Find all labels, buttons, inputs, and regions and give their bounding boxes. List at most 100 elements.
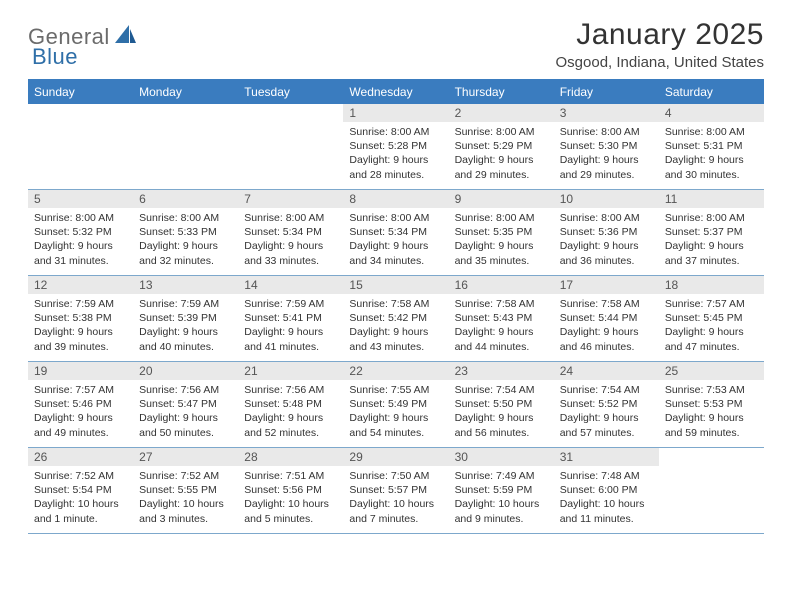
day-info: Sunrise: 7:51 AMSunset: 5:56 PMDaylight:… — [238, 466, 343, 530]
day-info: Sunrise: 7:55 AMSunset: 5:49 PMDaylight:… — [343, 380, 448, 444]
weekday-header: Tuesday — [238, 80, 343, 104]
calendar-day: 9Sunrise: 8:00 AMSunset: 5:35 PMDaylight… — [449, 190, 554, 276]
calendar-day: 15Sunrise: 7:58 AMSunset: 5:42 PMDayligh… — [343, 276, 448, 362]
calendar-day: 8Sunrise: 8:00 AMSunset: 5:34 PMDaylight… — [343, 190, 448, 276]
day-number: 20 — [133, 362, 238, 380]
calendar-day: 10Sunrise: 8:00 AMSunset: 5:36 PMDayligh… — [554, 190, 659, 276]
day-number: 10 — [554, 190, 659, 208]
day-number: 29 — [343, 448, 448, 466]
weekday-header: Friday — [554, 80, 659, 104]
day-info: Sunrise: 8:00 AMSunset: 5:29 PMDaylight:… — [449, 122, 554, 186]
day-number: 26 — [28, 448, 133, 466]
day-number: 11 — [659, 190, 764, 208]
calendar-empty — [238, 104, 343, 190]
calendar-day: 23Sunrise: 7:54 AMSunset: 5:50 PMDayligh… — [449, 362, 554, 448]
calendar-day: 14Sunrise: 7:59 AMSunset: 5:41 PMDayligh… — [238, 276, 343, 362]
calendar-day: 3Sunrise: 8:00 AMSunset: 5:30 PMDaylight… — [554, 104, 659, 190]
calendar-day: 26Sunrise: 7:52 AMSunset: 5:54 PMDayligh… — [28, 448, 133, 534]
calendar-body: 1Sunrise: 8:00 AMSunset: 5:28 PMDaylight… — [28, 104, 764, 534]
day-number: 21 — [238, 362, 343, 380]
location: Osgood, Indiana, United States — [556, 54, 764, 71]
month-title: January 2025 — [556, 18, 764, 52]
day-number: 23 — [449, 362, 554, 380]
calendar-day: 19Sunrise: 7:57 AMSunset: 5:46 PMDayligh… — [28, 362, 133, 448]
day-info: Sunrise: 7:57 AMSunset: 5:46 PMDaylight:… — [28, 380, 133, 444]
calendar-day: 20Sunrise: 7:56 AMSunset: 5:47 PMDayligh… — [133, 362, 238, 448]
logo-sail-icon — [115, 25, 137, 50]
day-number: 19 — [28, 362, 133, 380]
day-info: Sunrise: 7:59 AMSunset: 5:38 PMDaylight:… — [28, 294, 133, 358]
calendar-day: 22Sunrise: 7:55 AMSunset: 5:49 PMDayligh… — [343, 362, 448, 448]
day-info: Sunrise: 8:00 AMSunset: 5:34 PMDaylight:… — [343, 208, 448, 272]
day-info: Sunrise: 7:59 AMSunset: 5:39 PMDaylight:… — [133, 294, 238, 358]
calendar-day: 25Sunrise: 7:53 AMSunset: 5:53 PMDayligh… — [659, 362, 764, 448]
day-info: Sunrise: 7:58 AMSunset: 5:42 PMDaylight:… — [343, 294, 448, 358]
calendar-day: 17Sunrise: 7:58 AMSunset: 5:44 PMDayligh… — [554, 276, 659, 362]
calendar-empty — [659, 448, 764, 534]
day-number: 1 — [343, 104, 448, 122]
day-number: 5 — [28, 190, 133, 208]
day-info: Sunrise: 7:54 AMSunset: 5:50 PMDaylight:… — [449, 380, 554, 444]
calendar-empty — [133, 104, 238, 190]
day-number: 13 — [133, 276, 238, 294]
day-info: Sunrise: 7:54 AMSunset: 5:52 PMDaylight:… — [554, 380, 659, 444]
day-number: 25 — [659, 362, 764, 380]
calendar-day: 13Sunrise: 7:59 AMSunset: 5:39 PMDayligh… — [133, 276, 238, 362]
day-number: 9 — [449, 190, 554, 208]
logo-text-blue-wrap: Blue — [32, 44, 78, 70]
header: General January 2025 Osgood, Indiana, Un… — [28, 18, 764, 71]
day-info: Sunrise: 8:00 AMSunset: 5:32 PMDaylight:… — [28, 208, 133, 272]
day-info: Sunrise: 7:53 AMSunset: 5:53 PMDaylight:… — [659, 380, 764, 444]
day-info: Sunrise: 7:59 AMSunset: 5:41 PMDaylight:… — [238, 294, 343, 358]
day-info: Sunrise: 7:48 AMSunset: 6:00 PMDaylight:… — [554, 466, 659, 530]
day-number: 16 — [449, 276, 554, 294]
calendar-day: 29Sunrise: 7:50 AMSunset: 5:57 PMDayligh… — [343, 448, 448, 534]
day-number: 15 — [343, 276, 448, 294]
day-info: Sunrise: 8:00 AMSunset: 5:34 PMDaylight:… — [238, 208, 343, 272]
calendar-row: 12Sunrise: 7:59 AMSunset: 5:38 PMDayligh… — [28, 276, 764, 362]
calendar-day: 31Sunrise: 7:48 AMSunset: 6:00 PMDayligh… — [554, 448, 659, 534]
calendar-day: 4Sunrise: 8:00 AMSunset: 5:31 PMDaylight… — [659, 104, 764, 190]
day-info: Sunrise: 8:00 AMSunset: 5:37 PMDaylight:… — [659, 208, 764, 272]
day-number: 7 — [238, 190, 343, 208]
calendar-day: 28Sunrise: 7:51 AMSunset: 5:56 PMDayligh… — [238, 448, 343, 534]
calendar-row: 26Sunrise: 7:52 AMSunset: 5:54 PMDayligh… — [28, 448, 764, 534]
calendar-day: 11Sunrise: 8:00 AMSunset: 5:37 PMDayligh… — [659, 190, 764, 276]
weekday-header: Saturday — [659, 80, 764, 104]
day-info: Sunrise: 7:56 AMSunset: 5:48 PMDaylight:… — [238, 380, 343, 444]
day-info: Sunrise: 7:57 AMSunset: 5:45 PMDaylight:… — [659, 294, 764, 358]
logo-text-blue: Blue — [32, 44, 78, 69]
title-block: January 2025 Osgood, Indiana, United Sta… — [556, 18, 764, 71]
day-number: 2 — [449, 104, 554, 122]
day-number: 30 — [449, 448, 554, 466]
calendar-day: 7Sunrise: 8:00 AMSunset: 5:34 PMDaylight… — [238, 190, 343, 276]
day-info: Sunrise: 7:49 AMSunset: 5:59 PMDaylight:… — [449, 466, 554, 530]
day-number: 28 — [238, 448, 343, 466]
day-info: Sunrise: 7:58 AMSunset: 5:44 PMDaylight:… — [554, 294, 659, 358]
day-info: Sunrise: 7:52 AMSunset: 5:55 PMDaylight:… — [133, 466, 238, 530]
calendar-day: 30Sunrise: 7:49 AMSunset: 5:59 PMDayligh… — [449, 448, 554, 534]
day-info: Sunrise: 8:00 AMSunset: 5:31 PMDaylight:… — [659, 122, 764, 186]
day-number: 22 — [343, 362, 448, 380]
day-info: Sunrise: 7:50 AMSunset: 5:57 PMDaylight:… — [343, 466, 448, 530]
day-number: 8 — [343, 190, 448, 208]
day-number: 12 — [28, 276, 133, 294]
day-info: Sunrise: 7:56 AMSunset: 5:47 PMDaylight:… — [133, 380, 238, 444]
day-number: 4 — [659, 104, 764, 122]
day-info: Sunrise: 8:00 AMSunset: 5:30 PMDaylight:… — [554, 122, 659, 186]
calendar-day: 2Sunrise: 8:00 AMSunset: 5:29 PMDaylight… — [449, 104, 554, 190]
day-number: 17 — [554, 276, 659, 294]
calendar-table: SundayMondayTuesdayWednesdayThursdayFrid… — [28, 79, 764, 534]
day-number: 18 — [659, 276, 764, 294]
calendar-day: 27Sunrise: 7:52 AMSunset: 5:55 PMDayligh… — [133, 448, 238, 534]
calendar-row: 1Sunrise: 8:00 AMSunset: 5:28 PMDaylight… — [28, 104, 764, 190]
calendar-empty — [28, 104, 133, 190]
day-number: 27 — [133, 448, 238, 466]
calendar-day: 1Sunrise: 8:00 AMSunset: 5:28 PMDaylight… — [343, 104, 448, 190]
calendar-day: 18Sunrise: 7:57 AMSunset: 5:45 PMDayligh… — [659, 276, 764, 362]
day-info: Sunrise: 7:52 AMSunset: 5:54 PMDaylight:… — [28, 466, 133, 530]
day-info: Sunrise: 8:00 AMSunset: 5:36 PMDaylight:… — [554, 208, 659, 272]
calendar-row: 5Sunrise: 8:00 AMSunset: 5:32 PMDaylight… — [28, 190, 764, 276]
day-number: 24 — [554, 362, 659, 380]
calendar-day: 16Sunrise: 7:58 AMSunset: 5:43 PMDayligh… — [449, 276, 554, 362]
